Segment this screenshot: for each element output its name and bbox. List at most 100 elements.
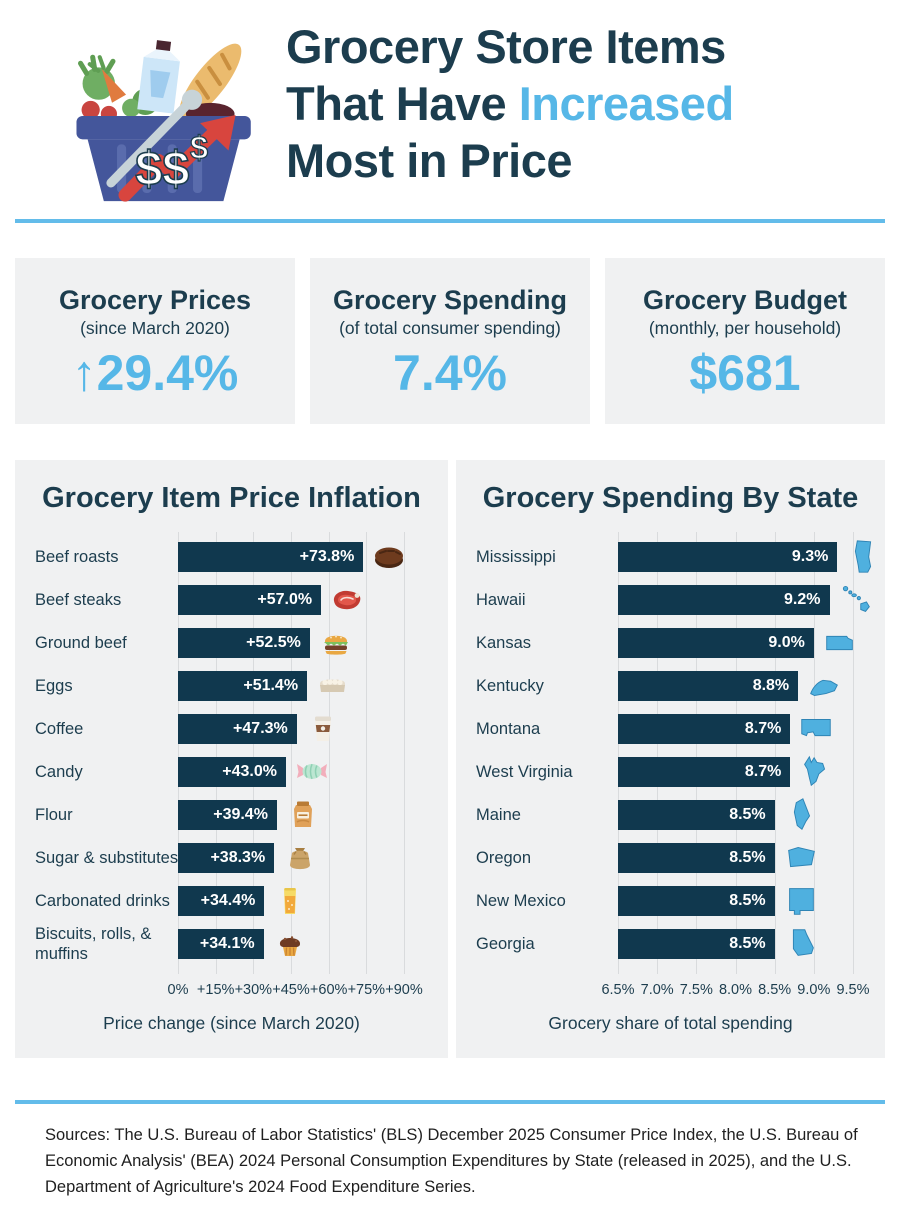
bar-value-label: 8.8%	[752, 677, 790, 694]
hawaii-state-icon	[836, 580, 876, 620]
maine-state-icon	[781, 795, 821, 835]
stat-subtitle: (monthly, per household)	[648, 317, 842, 338]
x-axis-tick-label: +15%	[196, 982, 235, 998]
x-axis-tick-label: 7.0%	[640, 982, 674, 998]
beef-roast-icon	[369, 537, 409, 577]
category-label: Beef roasts	[35, 548, 119, 566]
stat-subtitle: (since March 2020)	[80, 317, 230, 338]
category-label: Sugar & substitutes	[35, 849, 179, 867]
sugar-icon	[280, 838, 320, 878]
bar-value-label: 8.7%	[744, 720, 782, 737]
bar: 8.5%	[618, 843, 775, 873]
title-accent-word: Increased	[518, 77, 734, 130]
bar: +34.4%	[178, 886, 265, 916]
gridline	[215, 532, 217, 974]
x-axis-tick-label: 9.5%	[836, 982, 870, 998]
category-label: Candy	[35, 763, 83, 781]
gridline	[328, 532, 330, 974]
chart-title: Grocery Spending By State	[482, 482, 859, 514]
stat-box-grocery-budget: Grocery Budget (monthly, per household) …	[605, 258, 885, 424]
gridline	[774, 532, 776, 974]
header-divider	[15, 219, 885, 223]
bar: 8.7%	[618, 714, 791, 744]
bar-value-label: 8.5%	[729, 892, 766, 909]
new-mexico-state-icon	[781, 881, 821, 921]
bar-value-label: +47.3%	[233, 720, 288, 737]
state-spending-bar-chart: 6.5% 7.0% 7.5% 8.0% 8.5% 9.0% 9.5% Mississippi 9…	[456, 460, 885, 1058]
stat-value: $681	[689, 347, 800, 399]
price-inflation-bar-chart: 0% +15% +30% +45% +60% +75% +90% Beef roasts +73…	[15, 460, 448, 1058]
bar: 8.8%	[618, 671, 799, 701]
stat-title: Grocery Budget	[642, 284, 848, 315]
gridline	[618, 532, 619, 974]
bar: 8.5%	[618, 929, 775, 959]
x-axis-tick-label: +75%	[347, 982, 386, 998]
bar-value-label: +34.1%	[199, 935, 255, 952]
bar: 9.3%	[618, 542, 838, 572]
candy-icon	[292, 752, 332, 792]
category-label: Montana	[476, 720, 541, 738]
bar-value-label: 8.5%	[729, 935, 766, 952]
category-label: Georgia	[476, 935, 535, 953]
title-line-1: Grocery Store Items	[286, 20, 726, 73]
bar: +47.3%	[178, 714, 297, 744]
bar: +38.3%	[178, 843, 275, 873]
bar-value-label: +51.4%	[243, 677, 299, 694]
stat-number: $681	[689, 344, 801, 401]
bar: 9.2%	[618, 585, 830, 615]
category-label: Oregon	[476, 849, 532, 867]
bar-value-label: +43.0%	[222, 763, 277, 780]
x-axis-tick-label: 6.5%	[601, 982, 635, 998]
montana-state-icon	[796, 709, 836, 749]
georgia-state-icon	[781, 924, 821, 964]
page-title: Grocery Store Items That Have Increased Mo…	[286, 18, 734, 189]
category-label: New Mexico	[476, 892, 566, 910]
oregon-state-icon	[781, 838, 821, 878]
bar-value-label: +39.4%	[213, 806, 268, 823]
x-axis-tick-label: 7.5%	[679, 982, 713, 998]
gridline	[853, 532, 854, 974]
category-label: Carbonated drinks	[35, 892, 170, 910]
stat-value: 7.4%	[393, 347, 507, 399]
x-axis-label: Grocery share of total spending	[548, 1013, 793, 1033]
stat-number: 29.4%	[96, 344, 239, 401]
gridline	[813, 532, 815, 974]
bar-value-label: 9.3%	[791, 548, 829, 565]
muffin-icon	[270, 924, 310, 964]
beef-steak-icon	[327, 580, 367, 620]
gridline	[366, 532, 368, 974]
gridline	[696, 532, 698, 974]
footer-divider	[15, 1100, 885, 1104]
sources-text: Sources: The U.S. Bureau of Labor Statis…	[45, 1126, 858, 1196]
category-label: Beef steaks	[35, 591, 122, 609]
bar-value-label: +38.3%	[210, 849, 266, 866]
bar: +57.0%	[178, 585, 322, 615]
category-label: Biscuits, rolls, & muffins	[35, 925, 152, 963]
category-label: West Virginia	[476, 763, 573, 781]
x-axis-tick-label: 8.5%	[758, 982, 792, 998]
svg-text:$: $	[190, 130, 208, 166]
bar: 8.7%	[618, 757, 791, 787]
bar-value-label: +57.0%	[257, 591, 313, 608]
stat-number: 7.4%	[393, 344, 507, 401]
bar-value-label: 9.0%	[768, 634, 805, 651]
coffee-icon	[303, 709, 343, 749]
carbonated-drink-icon	[270, 881, 310, 921]
x-axis-tick-label: 0%	[167, 982, 189, 998]
mississippi-state-icon	[843, 537, 883, 577]
chart-title: Grocery Item Price Inflation	[42, 482, 421, 514]
x-axis-tick-label: +60%	[309, 982, 348, 998]
x-axis-tick-label: +30%	[234, 982, 273, 998]
x-axis-label: Price change (since March 2020)	[103, 1013, 360, 1033]
panel-grocery-item-price-inflation: Grocery Item Price Inflation 0% +15% +30% +…	[15, 460, 448, 1058]
gridline	[253, 532, 255, 974]
stat-title: Grocery Prices	[58, 284, 252, 315]
west-virginia-state-icon	[796, 752, 836, 792]
stat-box-grocery-prices: Grocery Prices (since March 2020) ↑29.4%	[15, 258, 295, 424]
panel-grocery-spending-by-state: Grocery Spending By State 6.5% 7.0% 7.5% 8.…	[456, 460, 885, 1058]
bar: +39.4%	[178, 800, 277, 830]
x-axis-tick-label: 8.0%	[718, 982, 753, 998]
gridline	[657, 532, 659, 974]
bar: +34.1%	[178, 929, 264, 959]
